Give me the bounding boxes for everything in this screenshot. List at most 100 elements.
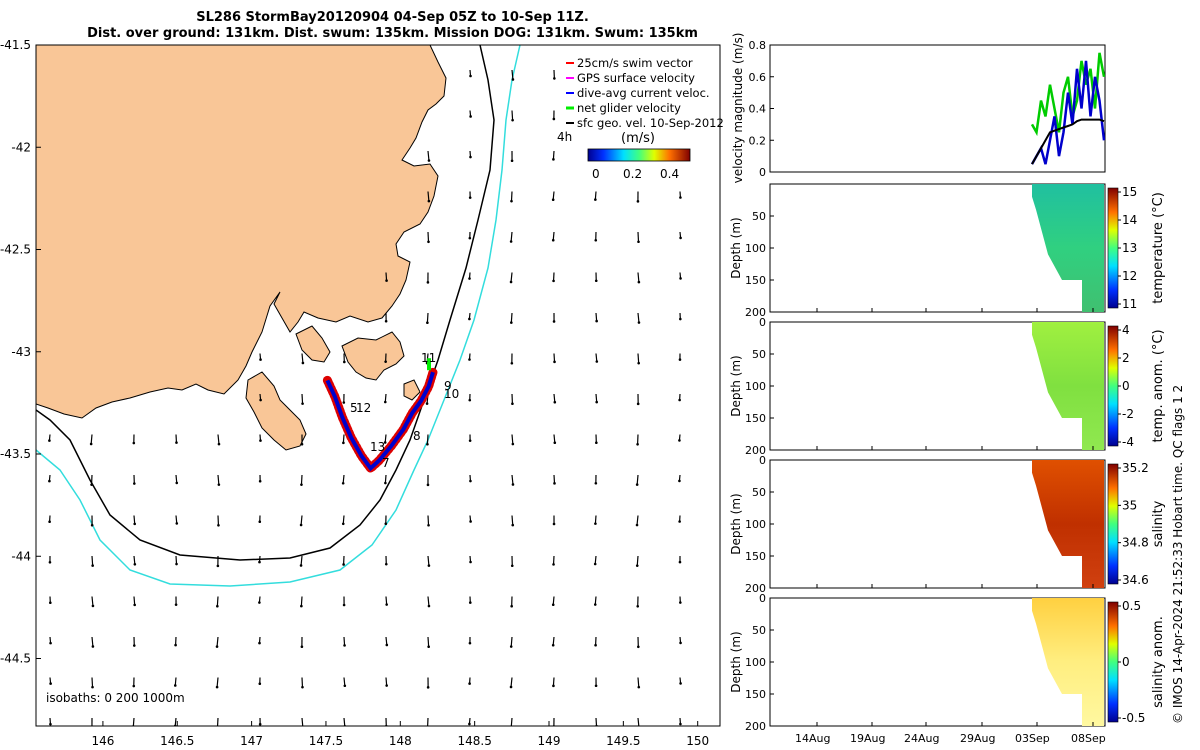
surface-velocity-arrow — [300, 555, 303, 566]
surface-velocity-arrowhead — [133, 603, 136, 607]
surface-velocity-arrowhead — [509, 645, 513, 648]
map-x-tick-label: 146 — [91, 734, 114, 748]
surface-velocity-arrowhead — [175, 522, 179, 525]
surface-velocity-arrowhead — [174, 603, 178, 606]
surface-velocity-arrowhead — [384, 360, 387, 363]
velocity-tick-label: 0.8 — [749, 39, 767, 52]
surface-velocity-arrowhead — [511, 483, 515, 486]
surface-velocity-arrowhead — [48, 479, 51, 483]
depth-tick-label: 100 — [745, 518, 766, 531]
surface-velocity-arrow — [510, 636, 513, 647]
surface-velocity-arrowhead — [678, 560, 682, 564]
surface-velocity-arrowhead — [216, 564, 220, 568]
surface-velocity-arrowhead — [341, 522, 345, 526]
surface-velocity-arrow — [343, 717, 346, 726]
surface-velocity-arrow — [133, 555, 136, 565]
surface-velocity-arrow — [636, 474, 639, 485]
legend-label: sfc geo. vel. 10-Sep-2012 — [577, 116, 724, 130]
depth-tick-label: 100 — [745, 656, 766, 669]
land-bruny-island — [245, 371, 307, 451]
surface-velocity-arrowhead — [511, 78, 515, 81]
surface-velocity-arrow — [595, 312, 598, 322]
surface-velocity-arrow — [342, 474, 345, 484]
land-small-island-1 — [403, 379, 421, 401]
surface-velocity-arrowhead — [426, 686, 430, 689]
surface-velocity-arrowhead — [511, 442, 515, 446]
surface-velocity-arrowhead — [594, 198, 597, 201]
surface-velocity-arrowhead — [427, 564, 431, 567]
surface-velocity-arrowhead — [553, 441, 557, 445]
surface-velocity-arrowhead — [468, 317, 471, 321]
surface-velocity-arrow — [510, 191, 513, 202]
depth-ylabel: Depth (m) — [729, 493, 743, 554]
date-tick: 14Aug — [795, 732, 830, 745]
map-y-tick-label: -44 — [11, 549, 31, 563]
surface-velocity-arrow — [427, 596, 430, 607]
waypoint-label: 12 — [356, 401, 371, 415]
surface-velocity-arrowhead — [469, 560, 472, 564]
surface-velocity-arrowhead — [91, 604, 95, 608]
surface-velocity-arrowhead — [426, 442, 429, 446]
land-south-arm — [295, 325, 331, 363]
surface-velocity-arrowhead — [342, 441, 345, 445]
colorbar-tick-label: -0.5 — [1122, 711, 1145, 725]
surface-velocity-arrowhead — [385, 603, 388, 606]
surface-velocity-arrowhead — [509, 240, 513, 243]
colorbar-tick-label: -4 — [1122, 435, 1134, 449]
surface-velocity-arrow — [301, 353, 304, 364]
surface-velocity-arrow — [90, 434, 93, 445]
surface-velocity-arrow — [427, 555, 430, 566]
surface-velocity-arrowhead — [299, 523, 303, 527]
surface-velocity-arrowhead — [48, 439, 51, 442]
surface-velocity-arrow — [553, 393, 556, 403]
surface-velocity-arrowhead — [679, 601, 682, 604]
surface-velocity-arrow — [510, 677, 513, 688]
surface-velocity-arrowhead — [427, 645, 430, 649]
surface-velocity-arrowhead — [49, 682, 52, 685]
surface-velocity-arrowhead — [468, 277, 471, 280]
depth-ylabel: Depth (m) — [729, 217, 743, 278]
surface-velocity-arrowhead — [510, 199, 513, 203]
surface-velocity-arrowhead — [509, 280, 513, 284]
surface-velocity-arrowhead — [91, 645, 95, 648]
surface-velocity-arrowhead — [468, 601, 472, 604]
glider-track — [322, 358, 438, 476]
colorbar-tick-label: 35 — [1122, 498, 1137, 512]
velocity-tick-label: 0.6 — [749, 71, 767, 84]
waypoint-label: 11 — [421, 351, 436, 365]
depth-tick-label: 0 — [759, 454, 766, 467]
surface-velocity-arrowhead — [509, 685, 513, 689]
colorbar-label: salinity anom. — [1151, 616, 1166, 708]
date-tick: 03Sep — [1015, 732, 1050, 745]
speed-colorbar — [587, 148, 691, 162]
surface-velocity-arrowhead — [468, 439, 472, 442]
surface-velocity-arrowhead — [637, 361, 640, 365]
date-axis: 14Aug 19Aug 24Aug 29Aug 03Sep 08Sep — [795, 732, 1106, 745]
surface-velocity-arrowhead — [510, 564, 514, 568]
surface-velocity-arrow — [637, 272, 640, 283]
map-legend: 25cm/s swim vector GPS surface velocity … — [557, 56, 724, 181]
surface-velocity-arrow — [426, 312, 429, 323]
surface-velocity-arrowhead — [638, 726, 641, 729]
surface-velocity-arrow — [216, 636, 219, 647]
colorbar-tick-label: 35.2 — [1122, 461, 1149, 475]
surface-velocity-arrowhead — [343, 644, 346, 647]
surface-velocity-arrow — [216, 596, 219, 607]
surface-velocity-arrowhead — [468, 398, 472, 402]
isobaths-note: isobaths: 0 200 1000m — [46, 691, 185, 705]
surface-velocity-arrowhead — [594, 643, 597, 647]
colorbar-label: temp. anom. (°C) — [1151, 329, 1166, 442]
surface-velocity-arrowhead — [49, 601, 52, 605]
surface-velocity-arrowhead — [427, 199, 431, 203]
surface-velocity-arrowhead — [175, 481, 179, 485]
surface-velocity-arrowhead — [89, 442, 93, 446]
surface-velocity-arrowhead — [551, 238, 555, 242]
surface-velocity-arrowhead — [678, 479, 681, 483]
surface-velocity-arrowhead — [552, 684, 555, 688]
legend-label: net glider velocity — [577, 101, 681, 115]
waypoint-label: 9 — [444, 379, 452, 393]
surface-velocity-arrow — [427, 150, 430, 161]
surface-velocity-arrowhead — [468, 682, 471, 685]
surface-velocity-arrow — [637, 677, 640, 688]
surface-velocity-arrowhead — [678, 398, 681, 402]
